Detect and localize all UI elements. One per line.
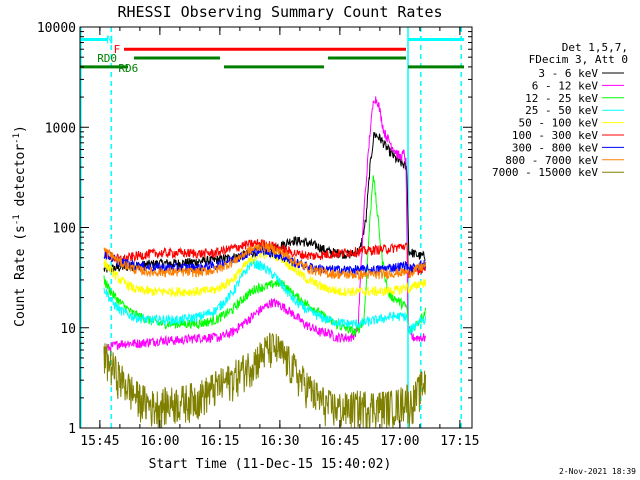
x-tick-label-1: 15:45 (80, 434, 119, 449)
series-line-4 (103, 258, 427, 336)
state-label-rd0: RD0 (97, 52, 117, 65)
legend-label-8: 800 - 7000 keV (505, 154, 598, 167)
series-line-9 (103, 332, 427, 429)
legend-label-9: 7000 - 15000 keV (492, 166, 598, 179)
y-tick-label-2: 10 (60, 322, 76, 337)
x-tick-label-6: 17:00 (380, 434, 419, 449)
state-label-n: N (106, 34, 113, 47)
axes: 1 10 100 1000 10000 15:45 16:00 16:15 16:30 16:45… (37, 21, 480, 449)
legend-header-1: Det 1,5,7, (562, 41, 628, 54)
state-label-rd6: RD6 (118, 62, 138, 75)
legend-label-5: 50 - 100 keV (519, 117, 599, 130)
legend-label-6: 100 - 300 keV (512, 129, 598, 142)
y-label-sup-1: -1 (12, 214, 22, 225)
legend-label-7: 300 - 800 keV (512, 141, 598, 154)
legend-label-4: 25 - 50 keV (525, 104, 598, 117)
x-tick-label-2: 16:00 (140, 434, 179, 449)
chart-title: RHESSI Observing Summary Count Rates (117, 3, 442, 21)
y-tick-label-5: 10000 (37, 21, 76, 36)
y-tick-label-4: 1000 (45, 121, 76, 136)
series-layer (103, 96, 427, 429)
legend-label-1: 3 - 6 keV (538, 67, 598, 80)
legend-label-3: 12 - 25 keV (525, 92, 598, 105)
x-tick-label-4: 16:30 (260, 434, 299, 449)
legend-label-2: 6 - 12 keV (532, 79, 599, 92)
series-line-2 (103, 96, 427, 354)
x-tick-label-5: 16:45 (320, 434, 359, 449)
series-line-8 (103, 240, 427, 282)
x-tick-label-3: 16:15 (200, 434, 239, 449)
y-label-part-2: detector (13, 144, 28, 215)
y-label-sup-2: -1 (12, 133, 22, 144)
y-label-part-3: ) (13, 125, 28, 133)
x-axis-label: Start Time (11-Dec-15 15:40:02) (149, 457, 392, 472)
footer-date-stamp: 2-Nov-2021 18:39 (559, 467, 636, 476)
y-axis-label: Count Rate (s-1 detector-1) (12, 125, 28, 327)
x-tick-label-7: 17:15 (440, 434, 479, 449)
y-label-part-1: Count Rate (s (13, 225, 28, 327)
legend-header-2: FDecim 3, Att 0 (529, 53, 628, 66)
state-label-f: F (114, 43, 121, 56)
y-tick-label-1: 1 (68, 422, 76, 437)
y-tick-label-3: 100 (53, 222, 76, 237)
